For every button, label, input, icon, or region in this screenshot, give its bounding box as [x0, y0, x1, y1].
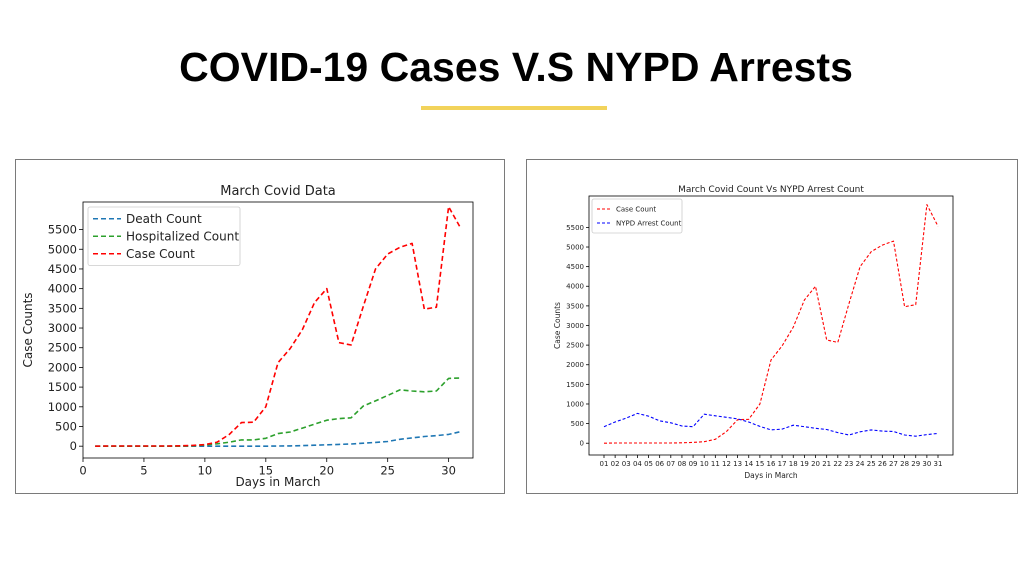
y-tick-label: 500 [55, 420, 77, 434]
title-underline [421, 106, 607, 110]
y-tick-label: 2000 [48, 360, 77, 374]
covid-data-chart: March Covid Data 0 500 1000 1500 2000 2500 3000… [21, 184, 474, 489]
x-tick-label: 26 [878, 460, 887, 468]
y-tick-label: 3500 [48, 301, 77, 315]
slide-title: COVID-19 Cases V.S NYPD Arrests [179, 44, 853, 90]
x-tick-label: 0 [79, 464, 86, 478]
y-tick-label: 0 [580, 440, 584, 448]
x-tick-label: 10 [700, 460, 709, 468]
x-axis-label: Days in March [235, 475, 320, 489]
x-tick-label: 30 [922, 460, 931, 468]
legend-label-case-count: Case Count [616, 205, 656, 213]
y-tick-label: 3500 [566, 302, 584, 310]
x-tick-label: 30 [441, 464, 456, 478]
y-tick-label: 1000 [566, 400, 584, 408]
chart-panel-covid-data: March Covid Data 0 500 1000 1500 2000 2500 3000… [15, 159, 505, 494]
y-tick-label: 5000 [48, 242, 77, 256]
x-tick-label: 23 [844, 460, 853, 468]
x-tick-label: 20 [811, 460, 820, 468]
y-tick-label: 4500 [48, 262, 77, 276]
x-tick-label: 21 [822, 460, 831, 468]
chart-title: March Covid Count Vs NYPD Arrest Count [678, 185, 864, 195]
chart-panel-covid-vs-arrests: March Covid Count Vs NYPD Arrest Count 0 5… [526, 159, 1018, 494]
x-tick-label: 20 [319, 464, 334, 478]
x-tick-label: 13 [733, 460, 742, 468]
y-tick-label: 2500 [566, 342, 584, 350]
x-tick-label: 14 [744, 460, 753, 468]
x-tick-label: 25 [867, 460, 876, 468]
y-tick-label: 3000 [48, 321, 77, 335]
x-tick-label: 01 [600, 460, 609, 468]
x-tick-label: 29 [911, 460, 920, 468]
x-tick-label: 17 [778, 460, 787, 468]
x-tick-label: 05 [644, 460, 653, 468]
x-tick-label: 09 [689, 460, 698, 468]
x-tick-label: 08 [677, 460, 686, 468]
x-tick-label: 06 [655, 460, 664, 468]
x-tick-label: 11 [711, 460, 720, 468]
x-tick-label: 28 [900, 460, 909, 468]
legend-label-death-count: Death Count [126, 212, 202, 226]
x-tick-label: 04 [633, 460, 642, 468]
x-axis-label: Days in March [744, 471, 797, 480]
x-tick-label: 02 [611, 460, 620, 468]
y-tick-label: 5500 [566, 224, 584, 232]
series-line-case-count [603, 204, 939, 444]
x-tick-label: 5 [140, 464, 147, 478]
x-tick-label: 19 [800, 460, 809, 468]
y-tick-label: 1000 [48, 400, 77, 414]
x-tick-label: 16 [767, 460, 776, 468]
series-line-case-count [95, 205, 462, 447]
y-tick-label: 1500 [566, 381, 584, 389]
x-tick-label: 31 [934, 460, 943, 468]
x-tick-label: 15 [755, 460, 764, 468]
chart-title: March Covid Data [220, 184, 336, 199]
x-tick-label: 27 [889, 460, 898, 468]
x-tick-label: 07 [666, 460, 675, 468]
x-tick-label: 18 [789, 460, 798, 468]
y-tick-label: 4000 [566, 283, 584, 291]
x-tick-label: 22 [833, 460, 842, 468]
plot-frame [588, 195, 954, 456]
y-tick-label: 2500 [48, 341, 77, 355]
y-tick-label: 5500 [48, 223, 77, 237]
series-line-nypd-arrest-count [603, 412, 939, 437]
y-tick-label: 4500 [566, 263, 584, 271]
y-tick-label: 0 [70, 439, 77, 453]
legend-label-hospitalized-count: Hospitalized Count [126, 229, 239, 243]
legend-box [87, 206, 241, 266]
legend-label-case-count: Case Count [126, 247, 195, 261]
x-tick-label: 24 [856, 460, 865, 468]
x-tick-label: 15 [258, 464, 273, 478]
plot-frame [82, 201, 474, 459]
x-tick-label: 12 [722, 460, 731, 468]
y-tick-label: 500 [571, 420, 584, 428]
y-axis-label: Case Counts [553, 302, 562, 349]
legend-box [591, 198, 683, 234]
covid-vs-arrests-chart: March Covid Count Vs NYPD Arrest Count05… [553, 185, 954, 480]
y-tick-label: 3000 [566, 322, 584, 330]
x-tick-label: 03 [622, 460, 631, 468]
y-tick-label: 5000 [566, 243, 584, 251]
series-line-hospitalized-count [95, 377, 461, 448]
x-tick-label: 10 [198, 464, 213, 478]
y-axis-label: Case Counts [21, 292, 35, 367]
y-tick-label: 4000 [48, 282, 77, 296]
x-tick-label: 25 [380, 464, 395, 478]
legend-label-nypd-arrest-count: NYPD Arrest Count [616, 219, 682, 227]
y-tick-label: 1500 [48, 380, 77, 394]
y-tick-label: 2000 [566, 361, 584, 369]
